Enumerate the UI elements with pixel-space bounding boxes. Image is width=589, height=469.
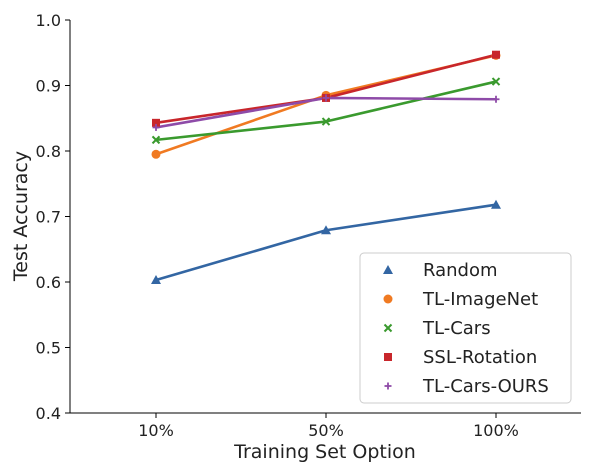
- legend-box: [359, 252, 572, 404]
- y-tick-label: 0.5: [36, 339, 61, 358]
- legend-label: SSL-Rotation: [423, 347, 537, 368]
- series-line-tl-imagenet: [154, 54, 498, 156]
- data-point-ssl-rotation: [152, 118, 160, 127]
- x-tick-label: 50%: [308, 421, 344, 440]
- legend-item-ssl-rotation: SSL-Rotation: [384, 347, 537, 368]
- x-axis-label: Training Set Option: [233, 441, 416, 463]
- legend-marker-tl-cars-ours: [384, 382, 392, 390]
- legend-item-tl-cars-ours: TL-Cars-OURS: [384, 376, 549, 397]
- data-point-random: [151, 275, 161, 285]
- y-tick-label: 0.9: [36, 77, 61, 96]
- y-tick-label: 0.4: [36, 404, 61, 423]
- legend-marker-tl-imagenet: [383, 294, 393, 304]
- legend-marker-random: [383, 265, 393, 274]
- series-markers: [151, 50, 501, 285]
- series-line-tl-cars-ours: [154, 96, 498, 129]
- series-line-tl-cars: [154, 80, 498, 142]
- y-tick-label: 0.7: [36, 208, 61, 227]
- data-point-tl-cars-ours: [492, 95, 500, 103]
- y-tick-label: 1.0: [36, 11, 61, 30]
- data-point-random: [491, 199, 501, 209]
- legend-marker-tl-cars: [383, 323, 393, 333]
- data-point-tl-cars-ours: [152, 123, 160, 131]
- data-point-ssl-rotation: [492, 50, 500, 59]
- series-lines: [154, 53, 498, 282]
- data-point-random: [321, 225, 331, 235]
- legend-item-tl-cars: TL-Cars: [383, 318, 491, 339]
- data-point-tl-imagenet: [151, 149, 161, 159]
- y-tick-label: 0.8: [36, 142, 61, 161]
- legend-label: TL-Cars: [422, 318, 491, 339]
- y-axis-label: Test Accuracy: [10, 151, 32, 282]
- legend-marker-ssl-rotation: [384, 353, 392, 361]
- legend: Random TL-ImageNet TL-Cars SSL-Rotation TL-C…: [359, 252, 572, 404]
- x-tick-label: 10%: [138, 421, 174, 440]
- data-point-tl-cars: [491, 77, 501, 86]
- y-ticks: 0.4 0.5 0.6 0.7 0.8 0.9 1.0: [36, 11, 70, 423]
- data-point-tl-cars: [321, 117, 331, 126]
- data-point-tl-cars: [151, 135, 161, 145]
- legend-item-tl-imagenet: TL-ImageNet: [383, 289, 538, 310]
- legend-label: TL-Cars-OURS: [422, 376, 549, 397]
- data-point-tl-cars-ours: [322, 94, 330, 102]
- legend-label: TL-ImageNet: [422, 289, 538, 310]
- x-tick-label: 100%: [473, 421, 519, 440]
- x-ticks: 10% 50% 100%: [138, 413, 519, 440]
- series-line-ssl-rotation: [154, 53, 498, 125]
- legend-item-random: Random: [383, 260, 498, 281]
- legend-label: Random: [423, 260, 498, 281]
- y-tick-label: 0.6: [36, 273, 61, 292]
